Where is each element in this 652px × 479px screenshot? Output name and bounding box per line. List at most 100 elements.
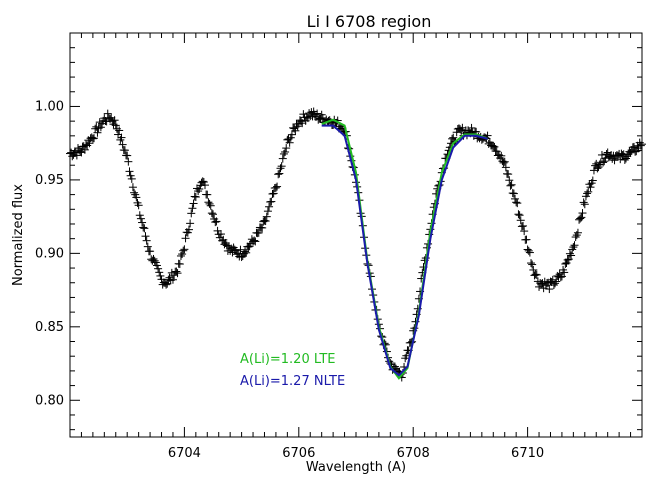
observed-point	[618, 151, 627, 160]
observed-point	[120, 146, 129, 155]
observed-point	[74, 144, 83, 153]
observed-point	[273, 182, 282, 191]
observed-point	[247, 235, 256, 244]
observed-point	[610, 156, 619, 165]
observed-point	[519, 221, 528, 230]
observed-point	[205, 199, 214, 208]
x-axis-title: Wavelength (A)	[306, 460, 406, 475]
x-tick-label: 6708	[397, 446, 430, 461]
observed-point	[209, 210, 217, 219]
observed-point	[194, 187, 203, 196]
observed-point	[179, 246, 188, 255]
axis-ticks	[69, 32, 643, 437]
nlte-model-line	[321, 124, 488, 377]
observed-point	[236, 245, 245, 254]
observed-point	[261, 217, 270, 226]
observed-point	[488, 141, 497, 150]
observed-point	[281, 147, 290, 156]
observed-point	[508, 189, 517, 198]
observed-point	[268, 189, 277, 198]
observed-point	[525, 248, 534, 257]
observed-point	[83, 141, 92, 150]
lte-model-line	[321, 118, 488, 380]
observed-point	[124, 157, 133, 166]
observed-point	[93, 128, 102, 137]
observed-point	[506, 181, 515, 190]
observed-point	[621, 154, 630, 163]
observed-point	[532, 270, 541, 279]
observed-point	[552, 277, 561, 286]
observed-point	[623, 152, 632, 161]
observed-point	[149, 254, 158, 263]
observed-point	[577, 213, 586, 222]
annotation-nlte: A(Li)=1.27 NLTE	[240, 374, 345, 389]
observed-point	[118, 140, 127, 149]
observed-point	[220, 240, 229, 249]
observed-point	[556, 273, 565, 282]
observed-point	[265, 202, 274, 211]
observed-point	[188, 204, 197, 213]
observed-point	[130, 188, 139, 197]
observed-point	[565, 249, 574, 258]
observed-point	[271, 183, 280, 192]
observed-point	[275, 169, 284, 178]
observed-point	[599, 158, 608, 167]
observed-point	[258, 223, 267, 232]
observed-point	[88, 134, 97, 143]
observed-point	[278, 154, 287, 163]
observed-point	[589, 166, 598, 175]
observed-point	[134, 201, 143, 210]
observed-point	[567, 251, 576, 260]
observed-points	[66, 107, 646, 382]
observed-point	[125, 167, 134, 176]
observed-point	[545, 285, 554, 294]
observed-point	[141, 232, 150, 241]
observed-point	[501, 163, 510, 172]
observed-point	[82, 140, 91, 149]
y-tick-label: 0.85	[35, 320, 64, 335]
observed-point	[528, 260, 537, 269]
observed-point	[250, 236, 259, 245]
observed-point	[274, 170, 283, 179]
observed-point	[573, 228, 582, 237]
observed-point	[72, 151, 81, 160]
observed-point	[563, 255, 572, 264]
observed-point	[90, 134, 99, 143]
observed-point	[135, 211, 144, 220]
observed-point	[128, 183, 137, 192]
observed-point	[569, 243, 578, 252]
observed-point	[162, 280, 171, 289]
y-tick-label: 0.90	[35, 246, 64, 261]
observed-point	[175, 260, 184, 269]
observed-point	[490, 142, 499, 151]
observed-point	[178, 250, 187, 259]
observed-point	[551, 279, 560, 288]
observed-point	[597, 150, 606, 159]
observed-point	[191, 192, 200, 201]
observed-point	[557, 272, 566, 281]
observed-point	[276, 164, 285, 173]
observed-point	[176, 251, 185, 260]
observed-point	[507, 180, 516, 189]
observed-point	[200, 181, 209, 190]
x-tick-labels: 6704 6706 6708 6710	[168, 446, 544, 461]
observed-point	[213, 226, 222, 235]
observed-point	[115, 126, 124, 135]
observed-point	[110, 116, 119, 125]
observed-point	[631, 147, 640, 156]
observed-point	[180, 245, 189, 254]
observed-point	[212, 217, 221, 226]
observed-point	[489, 142, 498, 151]
x-tick-label: 6710	[511, 446, 544, 461]
observed-point	[527, 259, 536, 268]
y-axis-title: Normalized flux	[11, 184, 26, 286]
observed-point	[580, 200, 589, 209]
observed-point	[520, 227, 529, 236]
observed-point	[103, 109, 112, 118]
observed-point	[181, 234, 190, 243]
plot-frame	[69, 32, 643, 438]
observed-point	[511, 194, 520, 203]
observed-point	[204, 198, 213, 207]
observed-point	[282, 144, 291, 153]
observed-point	[277, 162, 286, 171]
